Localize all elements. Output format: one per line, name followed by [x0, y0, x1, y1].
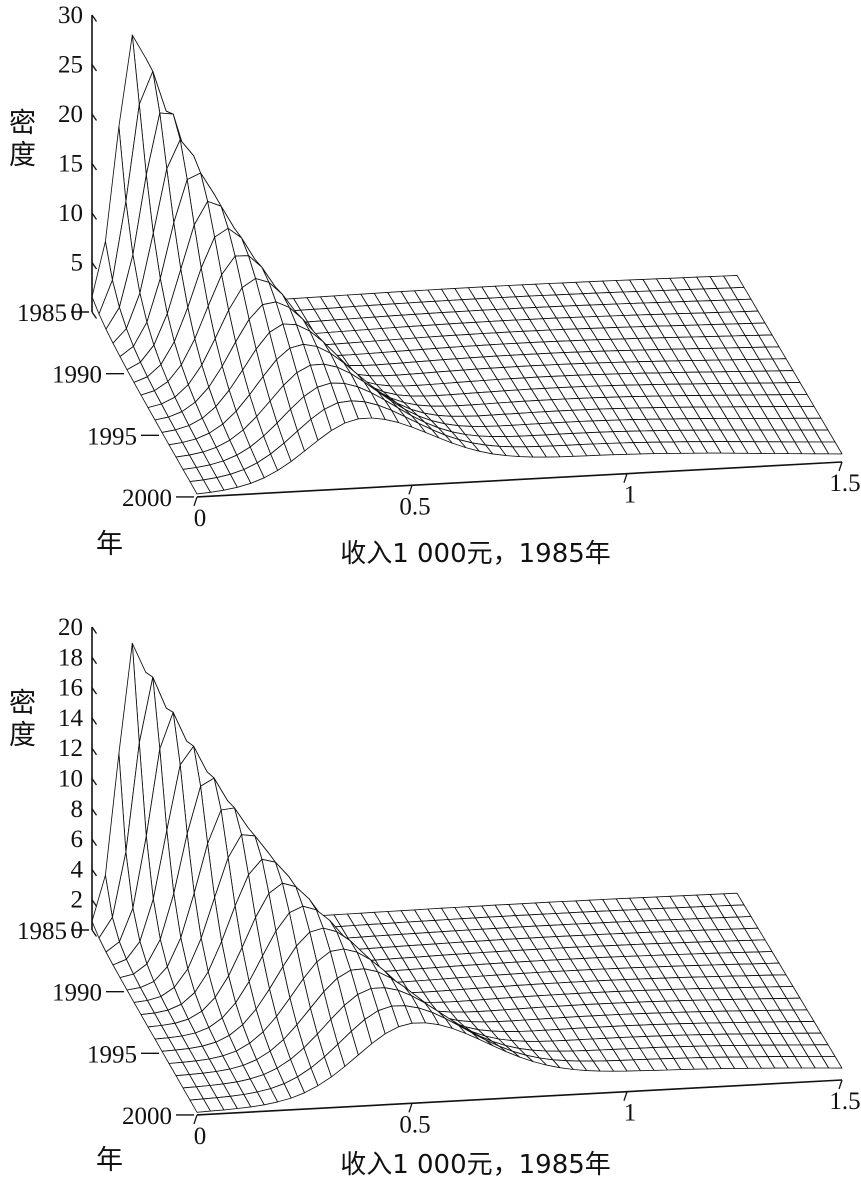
axes: [71, 14, 843, 507]
z-axis-tick: [91, 869, 98, 877]
year-tick-label: 1995: [87, 1041, 137, 1068]
z-tick-label: 30: [58, 2, 83, 29]
z-axis-tick: [91, 14, 98, 22]
x-axis-label-top: 收入1 000元，1985年: [340, 539, 611, 569]
x-tick-label: 0: [194, 505, 207, 532]
z-axis-tick: [91, 64, 98, 72]
x-axis-tick: [623, 1091, 628, 1101]
z-axis-label-top: 密度: [9, 108, 37, 171]
z-axis-tick: [91, 656, 98, 665]
z-axis-tick: [91, 899, 98, 907]
z-axis-tick: [91, 747, 98, 756]
x-tick-label: 1: [624, 1100, 637, 1127]
x-axis-tick: [408, 1103, 413, 1113]
z-tick-label: 16: [58, 675, 83, 702]
x-axis-tick: [623, 473, 628, 483]
z-axis-label-bottom: 密度: [9, 688, 37, 751]
z-tick-label: 0: [71, 917, 84, 944]
z-tick-label: 25: [58, 52, 83, 79]
z-tick-label: 6: [71, 826, 84, 853]
z-axis-tick: [91, 262, 98, 270]
surface-plot-canvas-top: 0 5 10 15 20 25 30 1985 1990 1995 2000 0 0.5 1 1.5: [17, 2, 861, 532]
z-axis-tick: [91, 808, 98, 816]
axis-tick-labels: 0 5 10 15 20 25 30 1985 1990 1995 2000 0 0.5 1 1.5: [17, 2, 861, 532]
axis-tick-labels: 0 2 4 6 8 10 12 14 16 18 20 1985 1990 1995 2000 0 0.5 1 1.…: [17, 614, 861, 1150]
surface-mesh: [91, 34, 843, 495]
z-tick-label: 5: [71, 250, 84, 277]
surface-chart-bottom: 0 2 4 6 8 10 12 14 16 18 20 1985 1990 1995 2000 0 0.5 1 1.…: [0, 600, 861, 1186]
z-axis-tick: [91, 113, 98, 121]
z-tick-label: 20: [58, 614, 83, 641]
z-tick-label: 10: [58, 766, 83, 793]
z-axis-tick: [91, 311, 98, 319]
x-axis-tick: [838, 461, 843, 472]
x-tick-label: 1.5: [829, 1088, 860, 1115]
z-tick-label: 12: [58, 735, 83, 762]
z-axis-tick: [91, 838, 98, 846]
z-tick-label: 0: [71, 299, 84, 326]
z-axis-tick: [91, 163, 98, 171]
surface-mesh: [91, 642, 843, 1113]
year-tick-label: 1985: [17, 300, 67, 327]
surface-plot-canvas-bottom: 0 2 4 6 8 10 12 14 16 18 20 1985 1990 1995 2000 0 0.5 1 1.…: [17, 614, 861, 1150]
x-axis-line: [196, 461, 843, 498]
year-tick-label: 1990: [52, 980, 102, 1007]
x-tick-label: 0.5: [399, 1111, 430, 1138]
z-tick-label: 10: [58, 200, 83, 227]
z-tick-label: 4: [71, 856, 84, 883]
x-tick-label: 1.5: [829, 470, 860, 497]
z-axis-tick: [91, 626, 98, 634]
year-tick-label: 1985: [17, 918, 67, 945]
x-axis-tick: [838, 1079, 843, 1090]
surface-chart-top: 0 5 10 15 20 25 30 1985 1990 1995 2000 0 0.5 1 1.5 密度 …: [9, 2, 861, 569]
z-tick-label: 20: [58, 101, 83, 128]
z-axis-tick: [91, 717, 98, 725]
year-tick-label: 2000: [122, 485, 172, 512]
x-axis-tick: [193, 496, 198, 507]
z-tick-label: 18: [58, 644, 83, 671]
year-axis-label-bottom: 年: [96, 1145, 123, 1176]
z-tick-label: 8: [71, 796, 84, 823]
x-axis-line: [196, 1079, 843, 1116]
z-tick-label: 14: [58, 705, 84, 732]
x-tick-label: 1: [624, 482, 637, 509]
x-tick-label: 0.5: [399, 493, 430, 520]
z-axis-tick: [91, 929, 98, 937]
z-axis-tick: [91, 778, 98, 786]
x-tick-label: 0: [194, 1123, 207, 1150]
axes: [71, 626, 843, 1125]
z-axis-tick: [91, 212, 98, 220]
year-tick-label: 2000: [122, 1103, 172, 1130]
year-tick-label: 1995: [87, 423, 137, 450]
z-tick-label: 2: [71, 887, 84, 914]
x-axis-label-bottom: 收入1 000元，1985年: [340, 1150, 611, 1180]
z-tick-label: 15: [58, 151, 83, 178]
x-axis-tick: [193, 1114, 198, 1125]
year-tick-label: 1990: [52, 362, 102, 389]
year-axis-label-top: 年: [96, 529, 123, 560]
z-axis-tick: [91, 687, 98, 695]
x-axis-tick: [408, 485, 413, 495]
